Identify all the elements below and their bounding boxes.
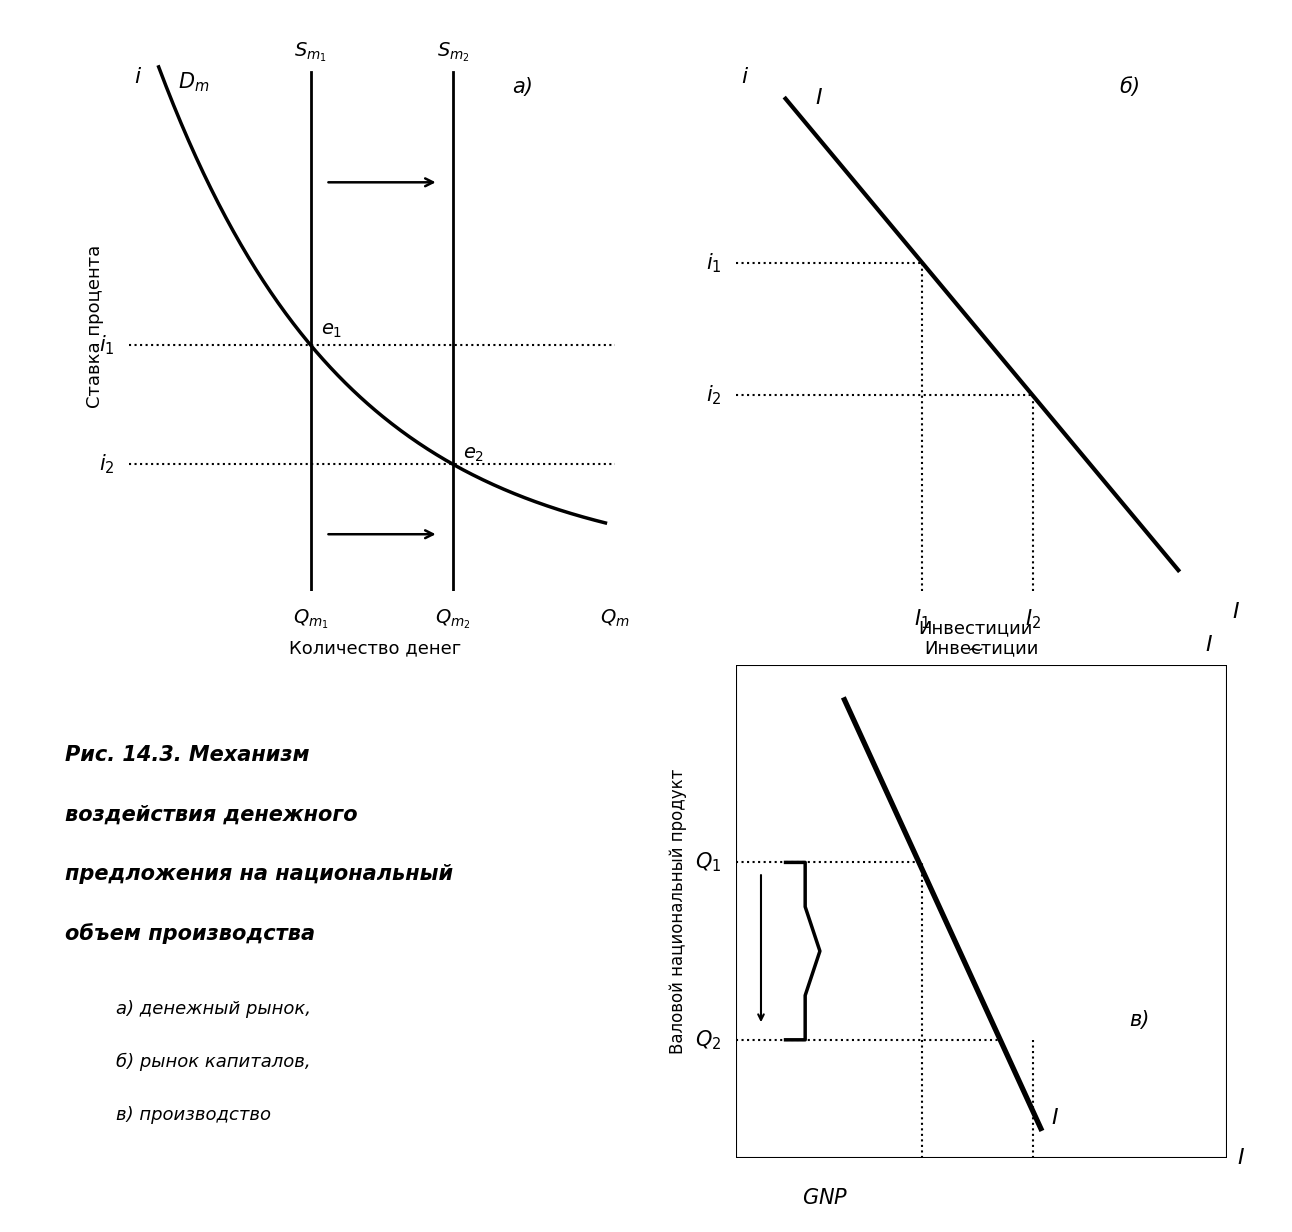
Text: $i_2$: $i_2$ [98, 452, 115, 477]
Text: $I$: $I$ [1204, 636, 1213, 655]
Text: $GNP$: $GNP$ [801, 1188, 848, 1207]
Text: $I$: $I$ [1233, 602, 1240, 622]
Text: воздействия денежного: воздействия денежного [65, 804, 357, 824]
Text: $Q_{m_2}$: $Q_{m_2}$ [435, 607, 472, 631]
Text: в): в) [1129, 1010, 1150, 1030]
Text: $I_2$: $I_2$ [1025, 607, 1040, 631]
Text: $e_2$: $e_2$ [463, 446, 484, 464]
Text: $Q_{m_1}$: $Q_{m_1}$ [293, 607, 328, 631]
Text: $i$: $i$ [742, 67, 749, 87]
Text: $S_{m_1}$: $S_{m_1}$ [295, 41, 327, 64]
Text: объем производства: объем производства [65, 923, 315, 944]
Text: а): а) [512, 78, 534, 97]
Text: $i$: $i$ [134, 67, 142, 87]
Text: Количество денег: Количество денег [288, 639, 461, 657]
Text: $Q_2$: $Q_2$ [695, 1027, 722, 1052]
Text: $I_1$: $I_1$ [915, 607, 930, 631]
Text: ~: ~ [966, 639, 985, 659]
Text: $Q_m$: $Q_m$ [601, 607, 630, 628]
Text: $Q_1$: $Q_1$ [695, 850, 722, 875]
Text: Валовой национальный продукт: Валовой национальный продукт [668, 769, 686, 1055]
Text: в) производство: в) производство [116, 1106, 271, 1124]
Text: Инвестиции: Инвестиции [919, 620, 1032, 637]
Text: $e_1$: $e_1$ [320, 322, 342, 340]
Text: Рис. 14.3. Механизм: Рис. 14.3. Механизм [65, 745, 309, 765]
Text: Ставка процента: Ставка процента [85, 245, 103, 408]
Text: Инвестиции: Инвестиции [925, 639, 1039, 657]
Text: б) рынок капиталов,: б) рынок капиталов, [116, 1053, 311, 1071]
Text: $i_1$: $i_1$ [98, 334, 115, 357]
Text: $I$: $I$ [1238, 1148, 1245, 1168]
Text: предложения на национальный: предложения на национальный [65, 864, 452, 883]
Text: $I$: $I$ [1050, 1108, 1058, 1127]
Text: $D_m$: $D_m$ [178, 70, 209, 94]
Text: $S_{m_2}$: $S_{m_2}$ [437, 41, 469, 64]
Text: $i_2$: $i_2$ [705, 383, 722, 407]
Text: $i_1$: $i_1$ [705, 251, 722, 275]
Text: а) денежный рынок,: а) денежный рынок, [116, 999, 311, 1018]
Text: б): б) [1119, 78, 1141, 97]
Text: $I$: $I$ [815, 87, 823, 108]
